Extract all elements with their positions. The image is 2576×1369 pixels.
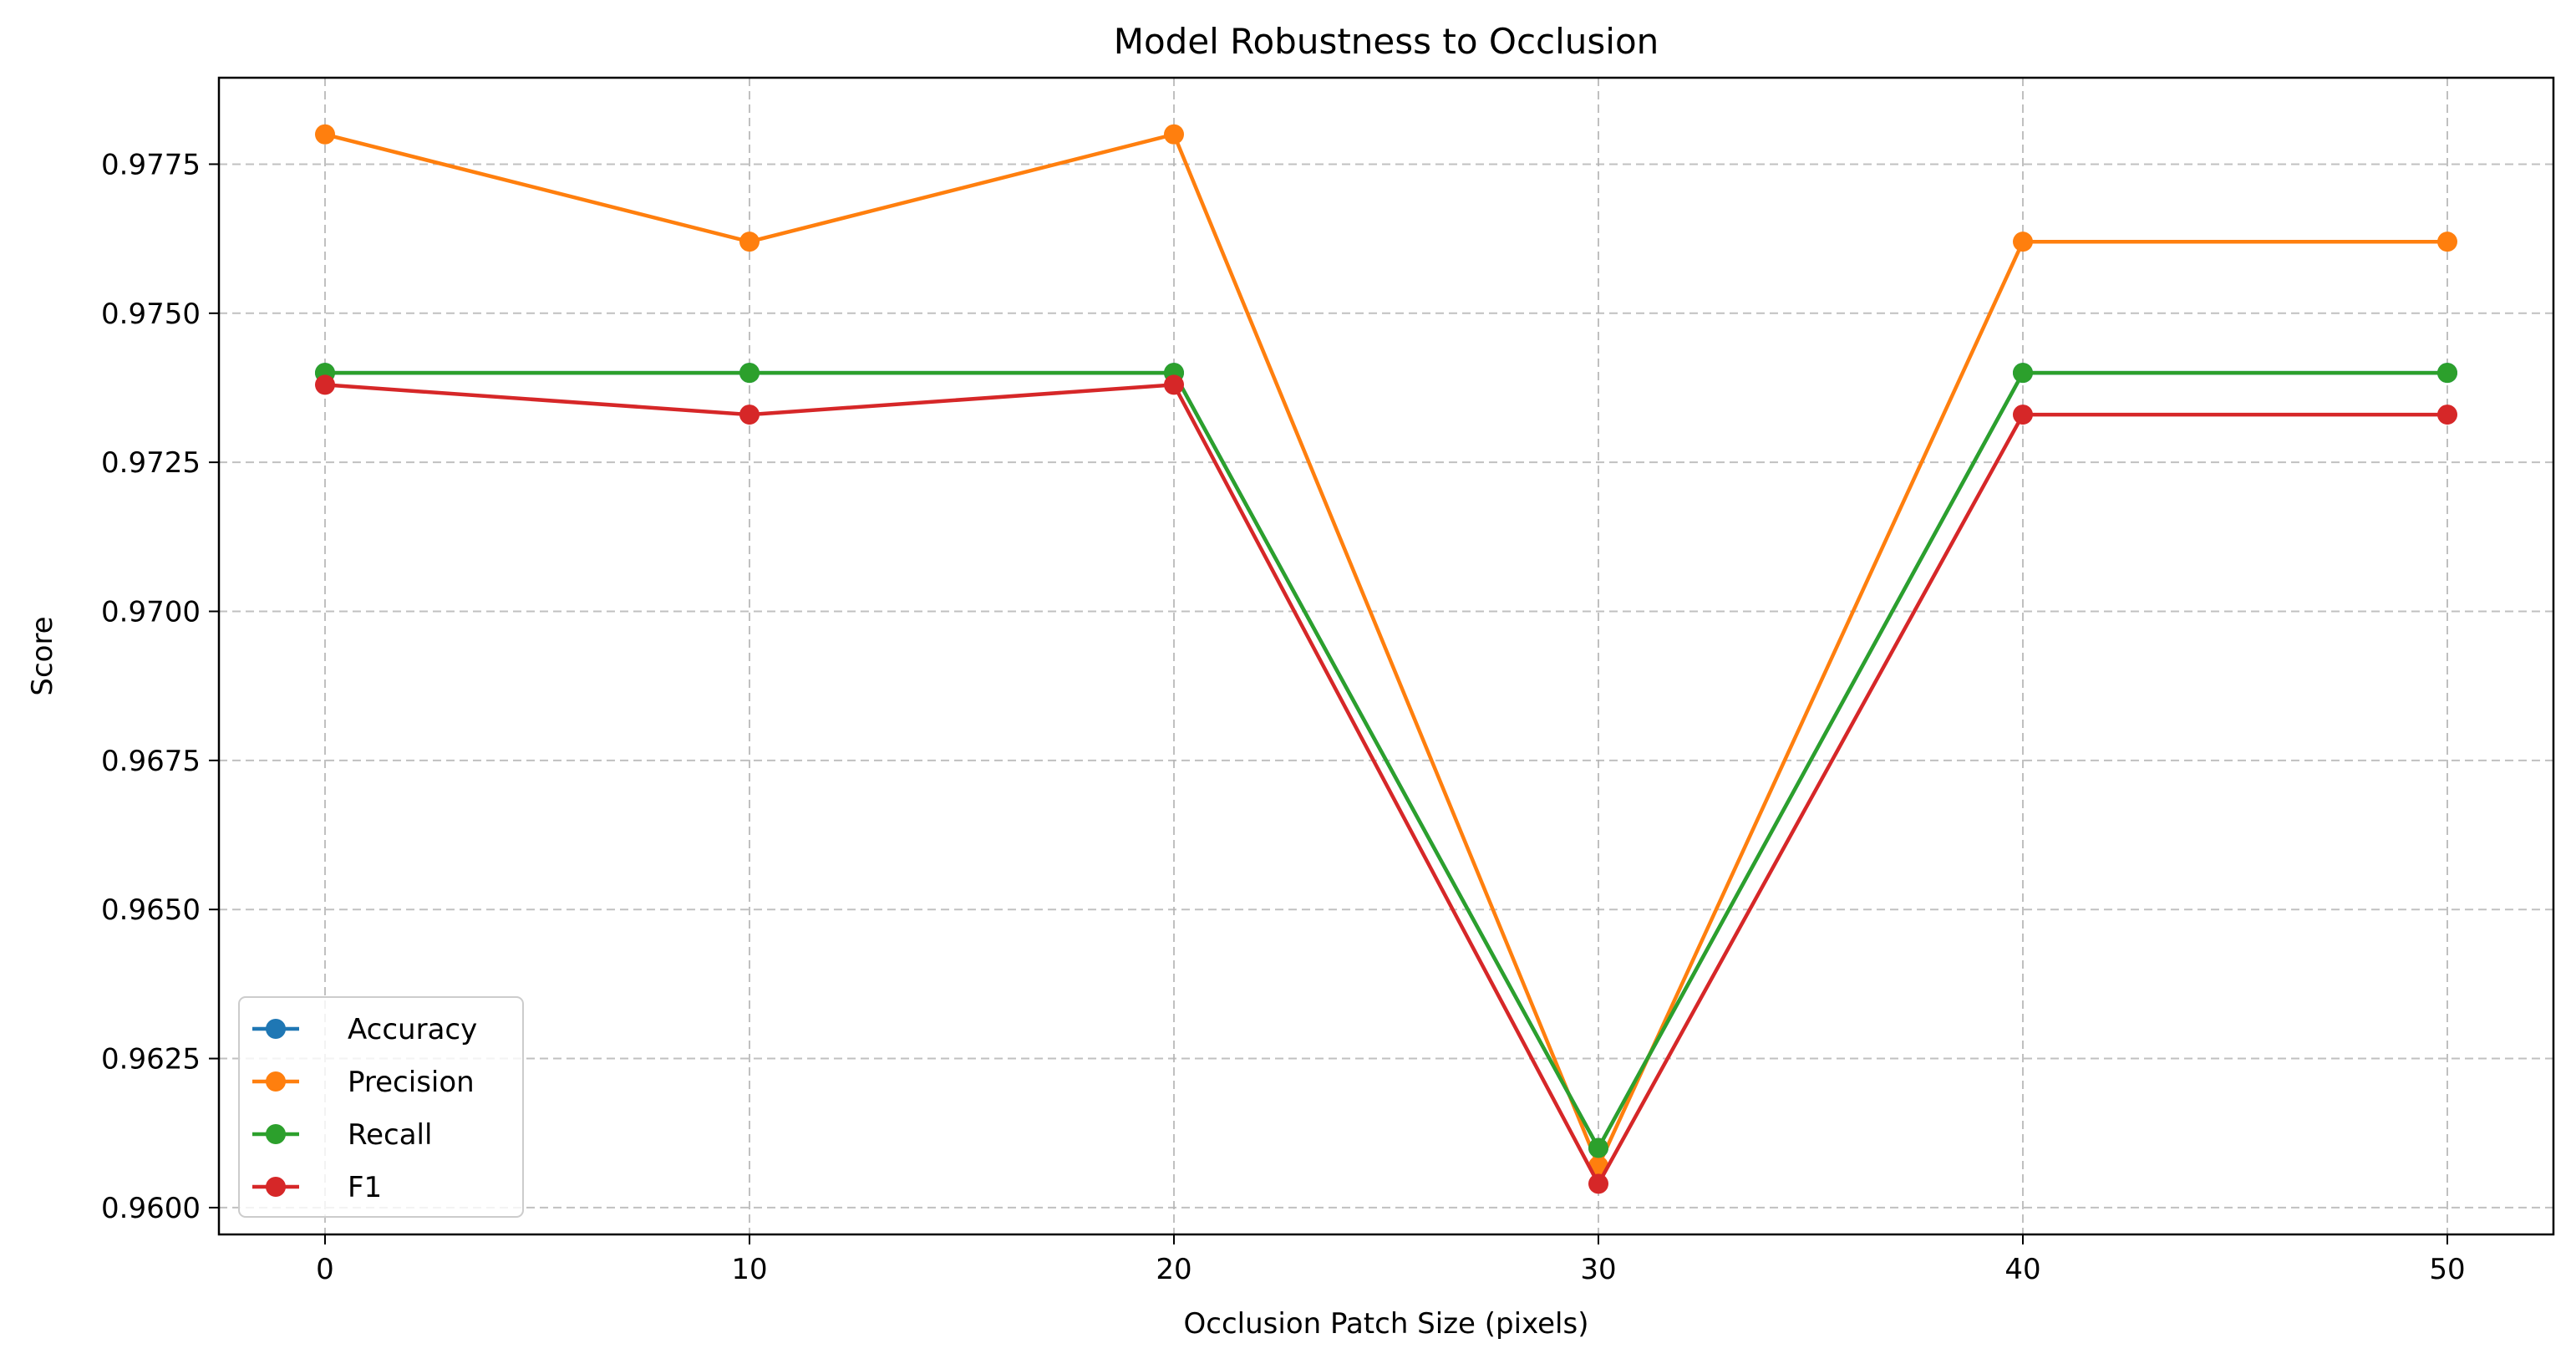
data-point-precision [739, 232, 760, 252]
data-point-f1 [739, 405, 760, 425]
series-line-recall [325, 370, 2447, 1150]
data-point-recall [2437, 363, 2457, 384]
x-tick-label: 10 [731, 1253, 767, 1286]
y-tick-label: 0.9625 [101, 1043, 201, 1076]
y-tick-label: 0.9650 [101, 893, 201, 927]
legend-label: F1 [348, 1171, 382, 1204]
legend: Accuracy Precision Recall F1 [238, 996, 524, 1218]
data-point-recall [739, 363, 760, 384]
legend-label: Accuracy [348, 1013, 477, 1046]
data-point-precision [315, 124, 335, 145]
x-tick-label: 20 [1156, 1253, 1191, 1286]
legend-swatch-marker [266, 1124, 286, 1144]
legend-swatch-marker [266, 1177, 286, 1197]
legend-label: Recall [348, 1118, 432, 1152]
y-tick-label: 0.9750 [101, 298, 201, 331]
x-axis: 0 10 20 30 40 50 [316, 1234, 2466, 1286]
data-point-f1 [2013, 405, 2033, 425]
series-line-precision [324, 132, 2447, 1168]
x-tick-label: 0 [316, 1253, 334, 1286]
data-point-f1 [315, 374, 335, 395]
plot-frame [217, 76, 2555, 1236]
legend-swatch-marker [266, 1071, 286, 1092]
legend-swatch-marker [266, 1019, 286, 1039]
legend-box [238, 996, 524, 1218]
data-point-f1 [1164, 374, 1184, 395]
data-point-f1 [2437, 405, 2457, 425]
data-point-f1 [1588, 1173, 1608, 1194]
x-axis-label: Occlusion Patch Size (pixels) [1184, 1307, 1589, 1341]
y-tick-label: 0.9725 [101, 446, 201, 480]
y-tick-label: 0.9675 [101, 745, 201, 778]
data-point-recall [1588, 1137, 1608, 1158]
y-axis: 0.9600 0.9625 0.9650 0.9675 0.9700 0.9725 0.97… [101, 148, 219, 1225]
y-axis-label: Score [26, 616, 59, 695]
data-point-recall [2013, 363, 2033, 384]
x-tick-label: 30 [1580, 1253, 1616, 1286]
y-tick-label: 0.9700 [101, 595, 201, 629]
x-tick-label: 40 [2004, 1253, 2040, 1286]
chart-title: Model Robustness to Occlusion [1114, 21, 1659, 62]
y-tick-label: 0.9600 [101, 1192, 201, 1225]
data-point-precision [1164, 124, 1184, 145]
data-point-precision [2437, 232, 2457, 252]
plot-series [315, 124, 2457, 1194]
data-point-precision [2013, 232, 2033, 252]
x-tick-label: 50 [2429, 1253, 2465, 1286]
y-tick-label: 0.9775 [101, 148, 201, 181]
legend-label: Precision [348, 1066, 475, 1099]
series-line-f1 [324, 383, 2447, 1186]
